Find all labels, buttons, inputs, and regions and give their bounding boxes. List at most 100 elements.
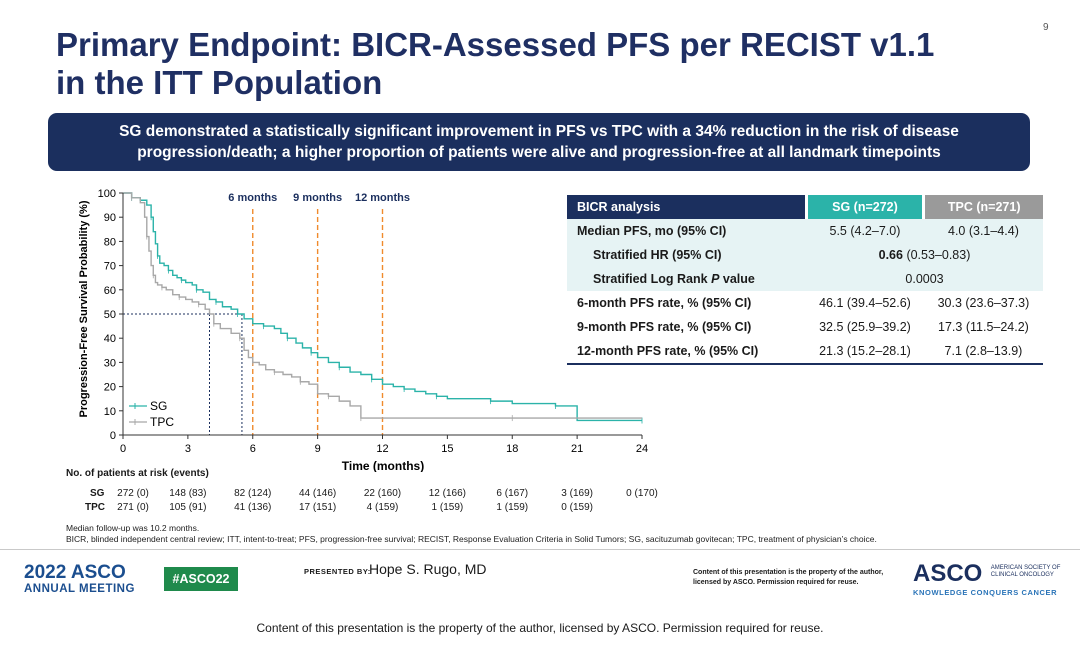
- slide-number: 9: [1043, 22, 1049, 33]
- y-tick-label: 30: [104, 357, 116, 369]
- footnote-followup: Median follow-up was 10.2 months.: [66, 523, 200, 533]
- y-tick-label: 70: [104, 261, 116, 273]
- table-row: 12-month PFS rate, % (95% CI) 21.3 (15.2…: [567, 339, 1043, 365]
- hr-point-estimate: 0.66: [878, 248, 903, 262]
- risk-sg-cell: 3 (169): [561, 488, 593, 499]
- risk-sg-cell: 0 (170): [626, 488, 658, 499]
- header-label: BICR analysis: [567, 195, 807, 219]
- asco-society-name: AMERICAN SOCIETY OF CLINICAL ONCOLOGY: [990, 565, 1061, 578]
- median-tpc: 4.0 (3.1–4.4): [923, 219, 1043, 243]
- median-sg: 5.5 (4.2–7.0): [806, 219, 924, 243]
- x-tick-label: 15: [441, 443, 453, 455]
- asco-society-logo: ASCO AMERICAN SOCIETY OF CLINICAL ONCOLO…: [913, 560, 1071, 597]
- logrank-label-post: value: [719, 272, 755, 286]
- risk-sg-cell: 12 (166): [428, 488, 466, 499]
- hashtag-badge: #ASCO22: [164, 567, 238, 591]
- x-tick-label: 0: [120, 443, 126, 455]
- presenter-name: Hope S. Rugo, MD: [369, 561, 487, 577]
- rate-sg: 32.5 (25.9–39.2): [819, 320, 911, 334]
- y-tick-label: 20: [104, 382, 116, 394]
- x-tick-label: 24: [636, 443, 648, 455]
- risk-tpc-cell: 17 (151): [299, 502, 337, 513]
- asco-tagline: KNOWLEDGE CONQUERS CANCER: [913, 588, 1058, 597]
- landmark-label: 6 months: [228, 192, 277, 204]
- asco-wordmark: ASCO: [913, 560, 983, 587]
- y-axis-label: Progression-Free Survival Probability (%…: [78, 200, 90, 417]
- chart-legend: SG TPC: [129, 399, 174, 429]
- legend-tpc-label: TPC: [150, 415, 174, 429]
- risk-tpc-cell: 105 (91): [169, 502, 207, 513]
- y-tick-label: 80: [104, 236, 116, 248]
- page-title: Primary Endpoint: BICR-Assessed PFS per …: [56, 26, 1056, 102]
- rate-label: 12-month PFS rate, % (95% CI): [567, 339, 807, 365]
- x-tick-label: 6: [250, 443, 256, 455]
- x-tick-label: 9: [315, 443, 321, 455]
- risk-sg-label: SG: [90, 488, 105, 499]
- x-tick-label: 21: [571, 443, 583, 455]
- title-line-1: Primary Endpoint: BICR-Assessed PFS per …: [56, 26, 935, 63]
- y-tick-label: 60: [104, 285, 116, 297]
- key-finding-banner: SG demonstrated a statistically signific…: [48, 113, 1030, 171]
- y-tick-label: 50: [104, 309, 116, 321]
- banner-line-2: progression/death; a higher proportion o…: [137, 144, 941, 161]
- km-curve-tpc: [123, 192, 642, 419]
- table-row: 6-month PFS rate, % (95% CI) 46.1 (39.4–…: [567, 291, 1043, 315]
- risk-tpc-cell: 0 (159): [561, 502, 593, 513]
- rate-sg: 46.1 (39.4–52.6): [819, 296, 911, 310]
- hr-ci: (0.53–0.83): [902, 248, 971, 262]
- copyright-notice-small: Content of this presentation is the prop…: [693, 569, 884, 586]
- table-row: Median PFS, mo (95% CI) 5.5 (4.2–7.0) 4.…: [567, 219, 1043, 243]
- risk-tpc-label: TPC: [85, 502, 105, 513]
- asco-annual-meeting-logo: 2022 ASCO ANNUAL MEETING: [24, 562, 135, 596]
- copyright-notice: Content of this presentation is the prop…: [256, 621, 824, 635]
- y-tick-label: 0: [110, 430, 116, 442]
- risk-sg-cell: 22 (160): [363, 488, 402, 499]
- risk-sg-cell: 82 (124): [234, 488, 272, 499]
- rate-tpc: 7.1 (2.8–13.9): [923, 339, 1043, 365]
- table-row: 9-month PFS rate, % (95% CI) 32.5 (25.9–…: [567, 315, 1043, 339]
- risk-sg-cell: 272 (0): [117, 488, 149, 499]
- risk-tpc-cell: 271 (0): [117, 502, 149, 513]
- risk-sg-cell: 6 (167): [496, 488, 529, 499]
- x-tick-label: 12: [376, 443, 388, 455]
- table-row: Stratified Log Rank P value 0.0003: [567, 267, 1043, 291]
- risk-tpc-cell: 41 (136): [234, 502, 272, 513]
- logrank-value: 0.0003: [806, 267, 1043, 291]
- median-label: Median PFS, mo (95% CI): [567, 219, 807, 243]
- title-line-2: in the ITT Population: [56, 64, 383, 101]
- y-tick-label: 90: [104, 212, 116, 224]
- hr-label: Stratified HR (95% CI): [567, 243, 807, 267]
- y-tick-label: 40: [104, 333, 116, 345]
- risk-sg-cell: 148 (83): [169, 488, 207, 499]
- risk-tpc-cell: 1 (159): [431, 502, 464, 513]
- banner-line-1: SG demonstrated a statistically signific…: [119, 123, 959, 140]
- logrank-label-p: P: [711, 272, 720, 286]
- hr-value: 0.66 (0.53–0.83): [806, 243, 1043, 267]
- header-tpc: TPC (n=271): [922, 195, 1043, 219]
- km-chart: 6 months 9 months 12 months 01020304050607…: [78, 188, 648, 472]
- risk-tpc-cell: 4 (159): [366, 502, 399, 513]
- rate-label: 9-month PFS rate, % (95% CI): [577, 320, 752, 334]
- asco-year: 2022 ASCO: [24, 562, 126, 583]
- presented-by-label: PRESENTED BY:: [304, 567, 371, 576]
- bicr-analysis-table: BICR analysis SG (n=272) TPC (n=271) Med…: [567, 195, 1043, 365]
- risk-sg-cell: 44 (146): [299, 488, 337, 499]
- y-tick-label: 100: [98, 188, 116, 200]
- logrank-label-pre: Stratified Log Rank: [593, 272, 712, 286]
- landmark-label: 9 months: [293, 192, 342, 204]
- x-axis-label: Time (months): [342, 459, 424, 472]
- asco-meeting: ANNUAL MEETING: [24, 583, 135, 595]
- landmark-label: 12 months: [355, 192, 410, 204]
- rate-label: 6-month PFS rate, % (95% CI): [577, 296, 752, 310]
- legend-sg-label: SG: [150, 399, 167, 413]
- header-sg: SG (n=272): [804, 195, 924, 219]
- rate-tpc: 17.3 (11.5–24.2): [938, 320, 1029, 334]
- footnotes: Median follow-up was 10.2 months. BICR, …: [66, 523, 877, 545]
- table-header-row: BICR analysis SG (n=272) TPC (n=271): [567, 195, 1043, 219]
- rate-sg: 21.3 (15.2–28.1): [806, 339, 924, 365]
- footer-divider: [0, 549, 1080, 550]
- risk-tpc-cell: 1 (159): [496, 502, 529, 513]
- logrank-label: Stratified Log Rank P value: [567, 267, 807, 291]
- x-tick-label: 3: [185, 443, 191, 455]
- footnote-abbreviations: BICR, blinded independent central review…: [66, 534, 877, 544]
